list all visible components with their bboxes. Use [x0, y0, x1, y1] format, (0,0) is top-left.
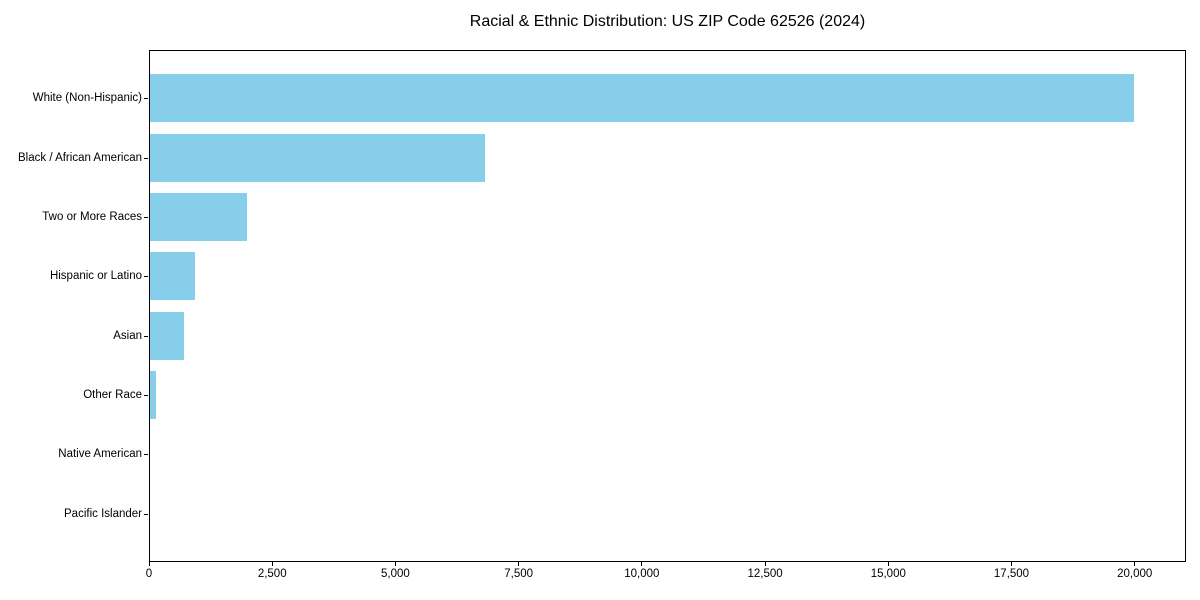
y-axis-tick	[144, 157, 148, 159]
x-tick-label: 12,500	[747, 568, 783, 580]
x-axis-tick	[887, 562, 889, 566]
y-tick-label: Pacific Islander	[64, 507, 142, 520]
y-axis-tick	[144, 513, 148, 515]
y-axis-tick	[144, 394, 148, 396]
y-axis-tick	[144, 454, 148, 456]
bar-asian	[150, 311, 184, 360]
x-tick-label: 15,000	[870, 568, 906, 580]
x-tick-label: 10,000	[624, 568, 660, 580]
x-tick-label: 2,500	[257, 568, 287, 580]
x-tick-label: 17,500	[993, 568, 1030, 580]
x-axis-tick	[764, 562, 766, 566]
y-axis-tick	[144, 98, 148, 100]
chart-title: Racial & Ethnic Distribution: US ZIP Cod…	[469, 13, 866, 30]
x-axis-tick	[271, 562, 273, 566]
y-tick-label: Other Race	[83, 388, 142, 401]
bar-white-non-hispanic	[150, 74, 1135, 123]
x-axis-tick	[1134, 562, 1136, 566]
y-tick-label: Asian	[113, 329, 142, 342]
bar-black-african-american	[150, 133, 486, 182]
x-tick-label: 20,000	[1117, 568, 1153, 580]
y-axis-tick	[144, 217, 148, 219]
x-axis-tick	[148, 562, 150, 566]
y-tick-label: White (Non-Hispanic)	[32, 92, 142, 105]
x-axis-tick	[518, 562, 520, 566]
x-axis-tick	[641, 562, 643, 566]
y-axis-tick	[144, 335, 148, 337]
bar-two-or-more-races	[150, 193, 247, 242]
y-tick-label: Native American	[58, 448, 142, 461]
x-tick-label: 7,500	[504, 568, 534, 580]
x-tick-label: 0	[145, 568, 153, 580]
y-tick-label: Two or More Races	[42, 211, 142, 224]
x-axis-tick	[1011, 562, 1012, 566]
x-tick-label: 5,000	[381, 568, 410, 580]
y-axis-tick	[144, 276, 148, 278]
bar-other-race	[150, 370, 157, 419]
x-axis-tick	[394, 562, 396, 566]
bar-hispanic-or-latino	[150, 252, 195, 301]
y-tick-label: Black / African American	[18, 151, 142, 164]
plot-area	[149, 50, 1186, 562]
y-tick-label: Hispanic or Latino	[49, 270, 142, 283]
